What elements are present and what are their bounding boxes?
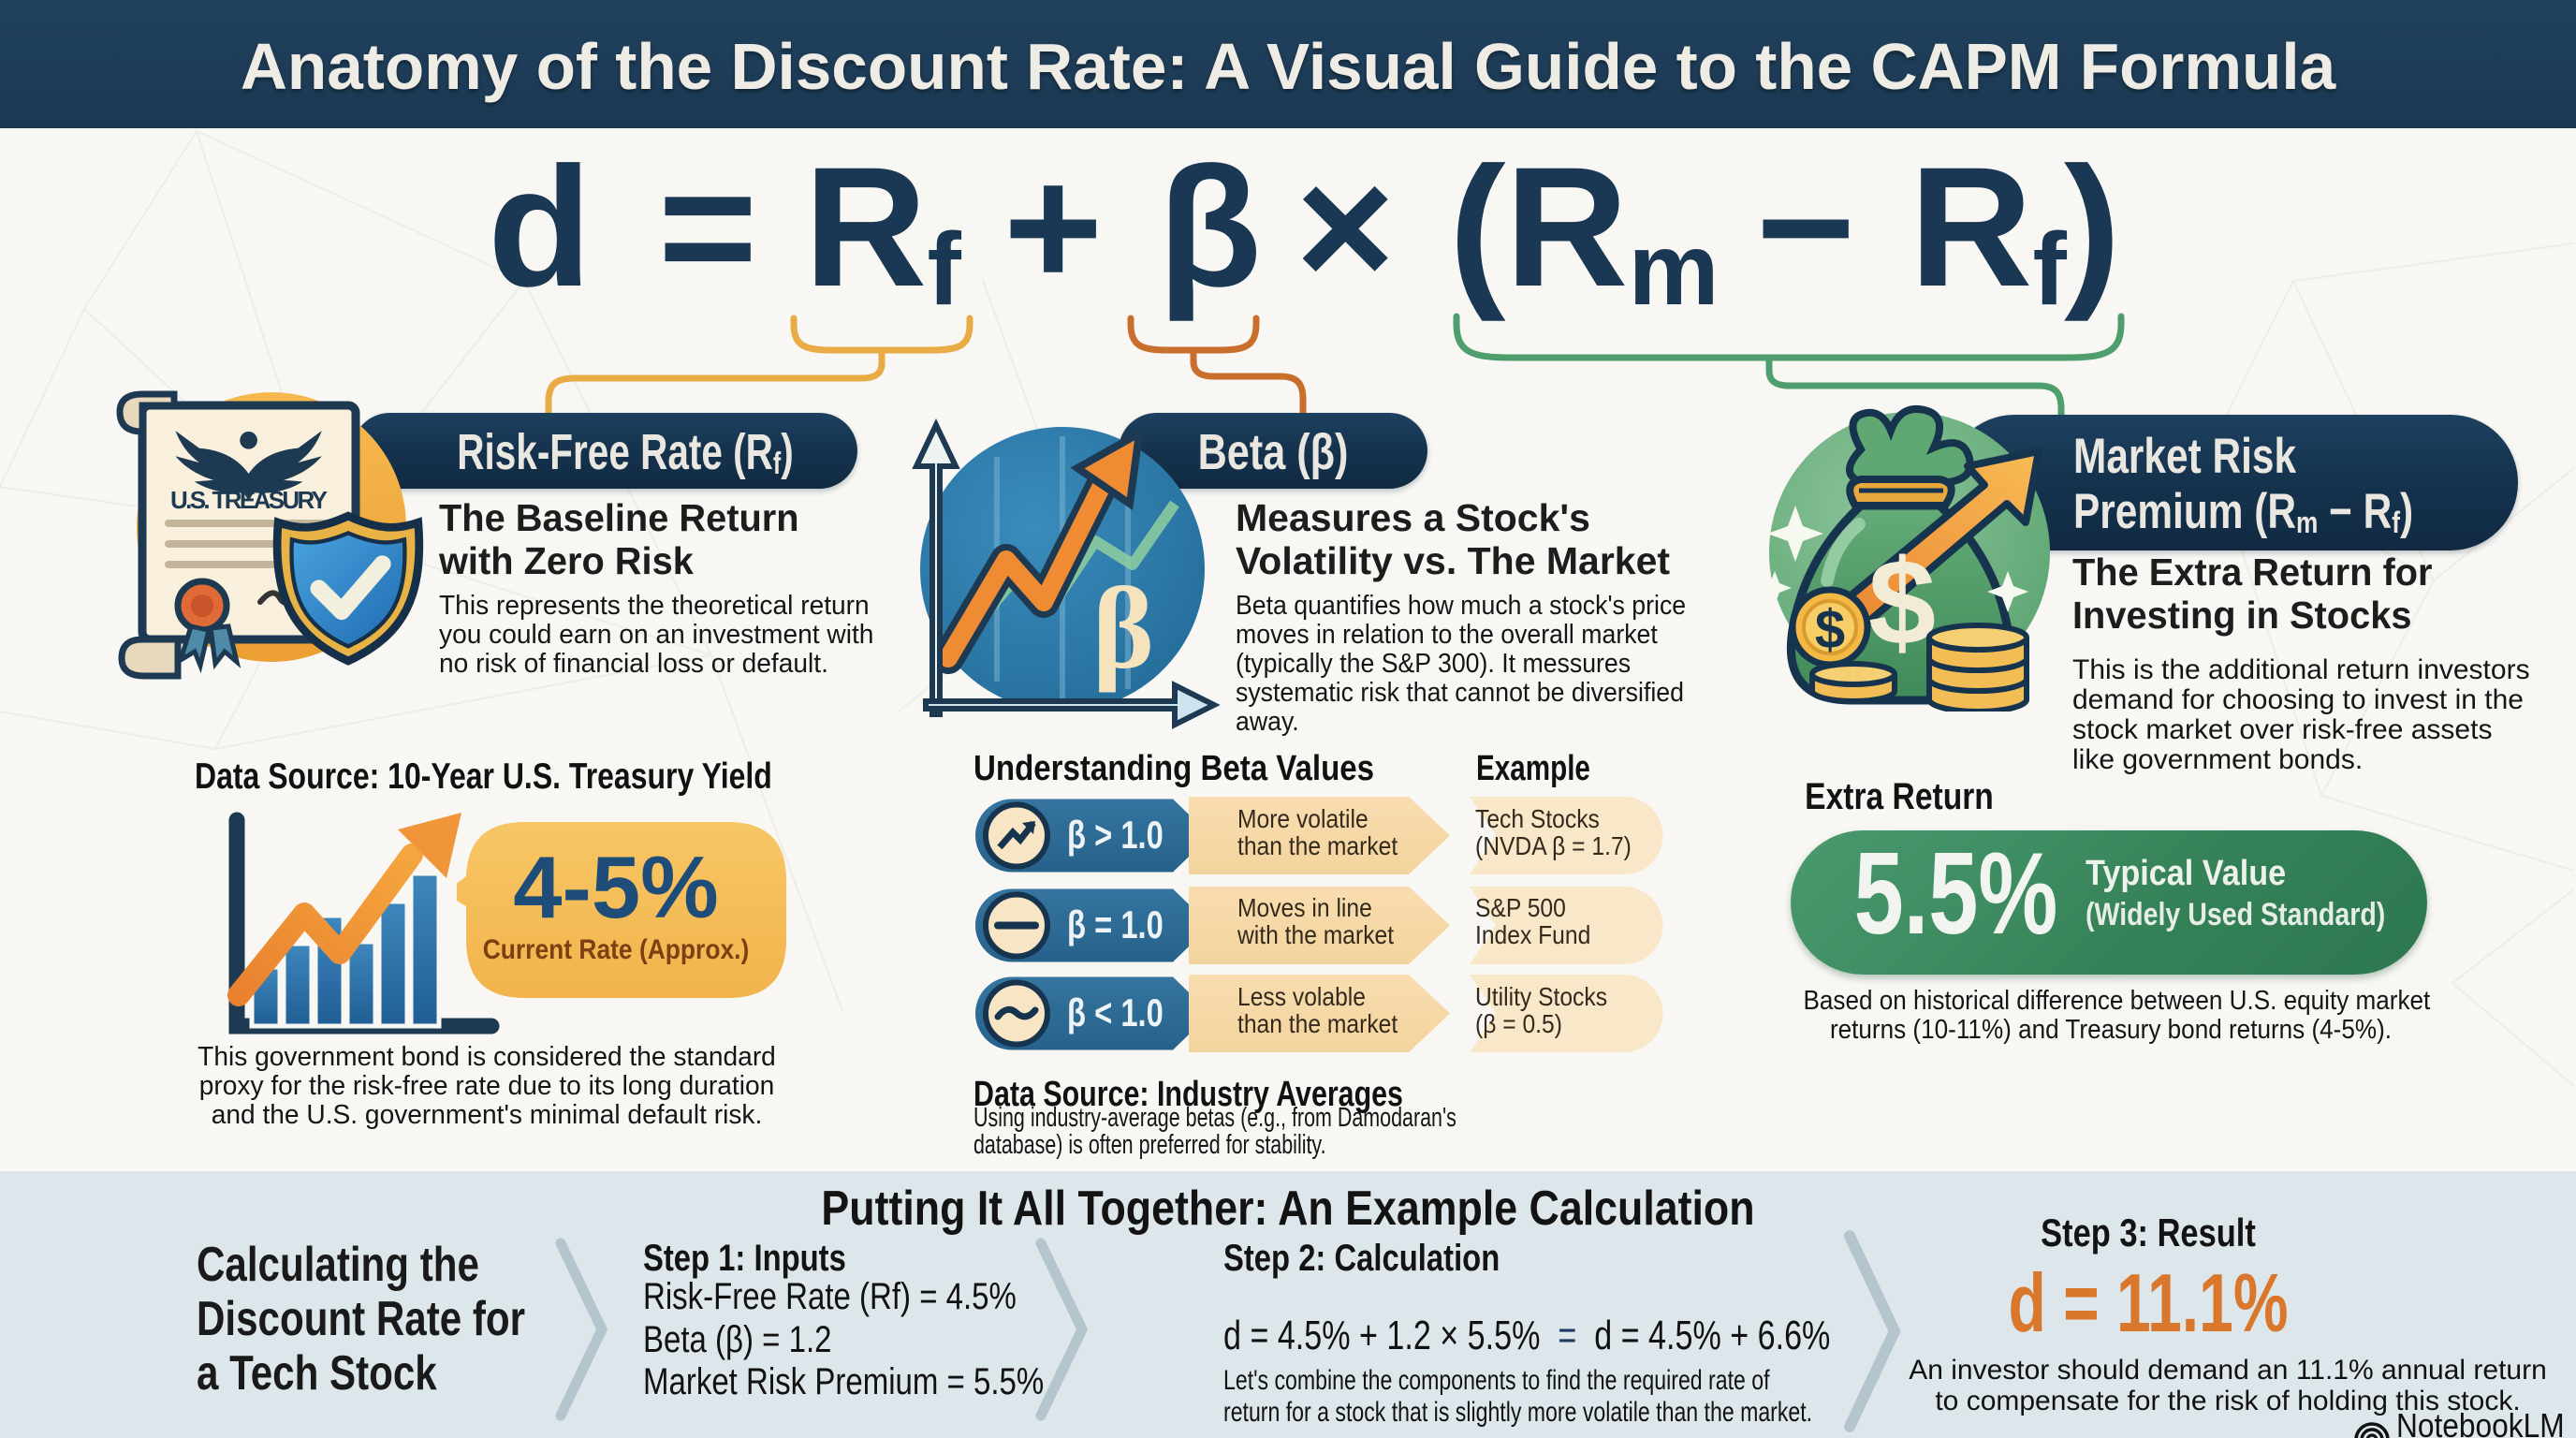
svg-text:$: $	[1815, 599, 1845, 660]
svg-text:$: $	[1868, 534, 1936, 670]
svg-text:β: β	[1092, 565, 1154, 694]
svg-text:U.S. TREASURY: U.S. TREASURY	[170, 486, 328, 514]
